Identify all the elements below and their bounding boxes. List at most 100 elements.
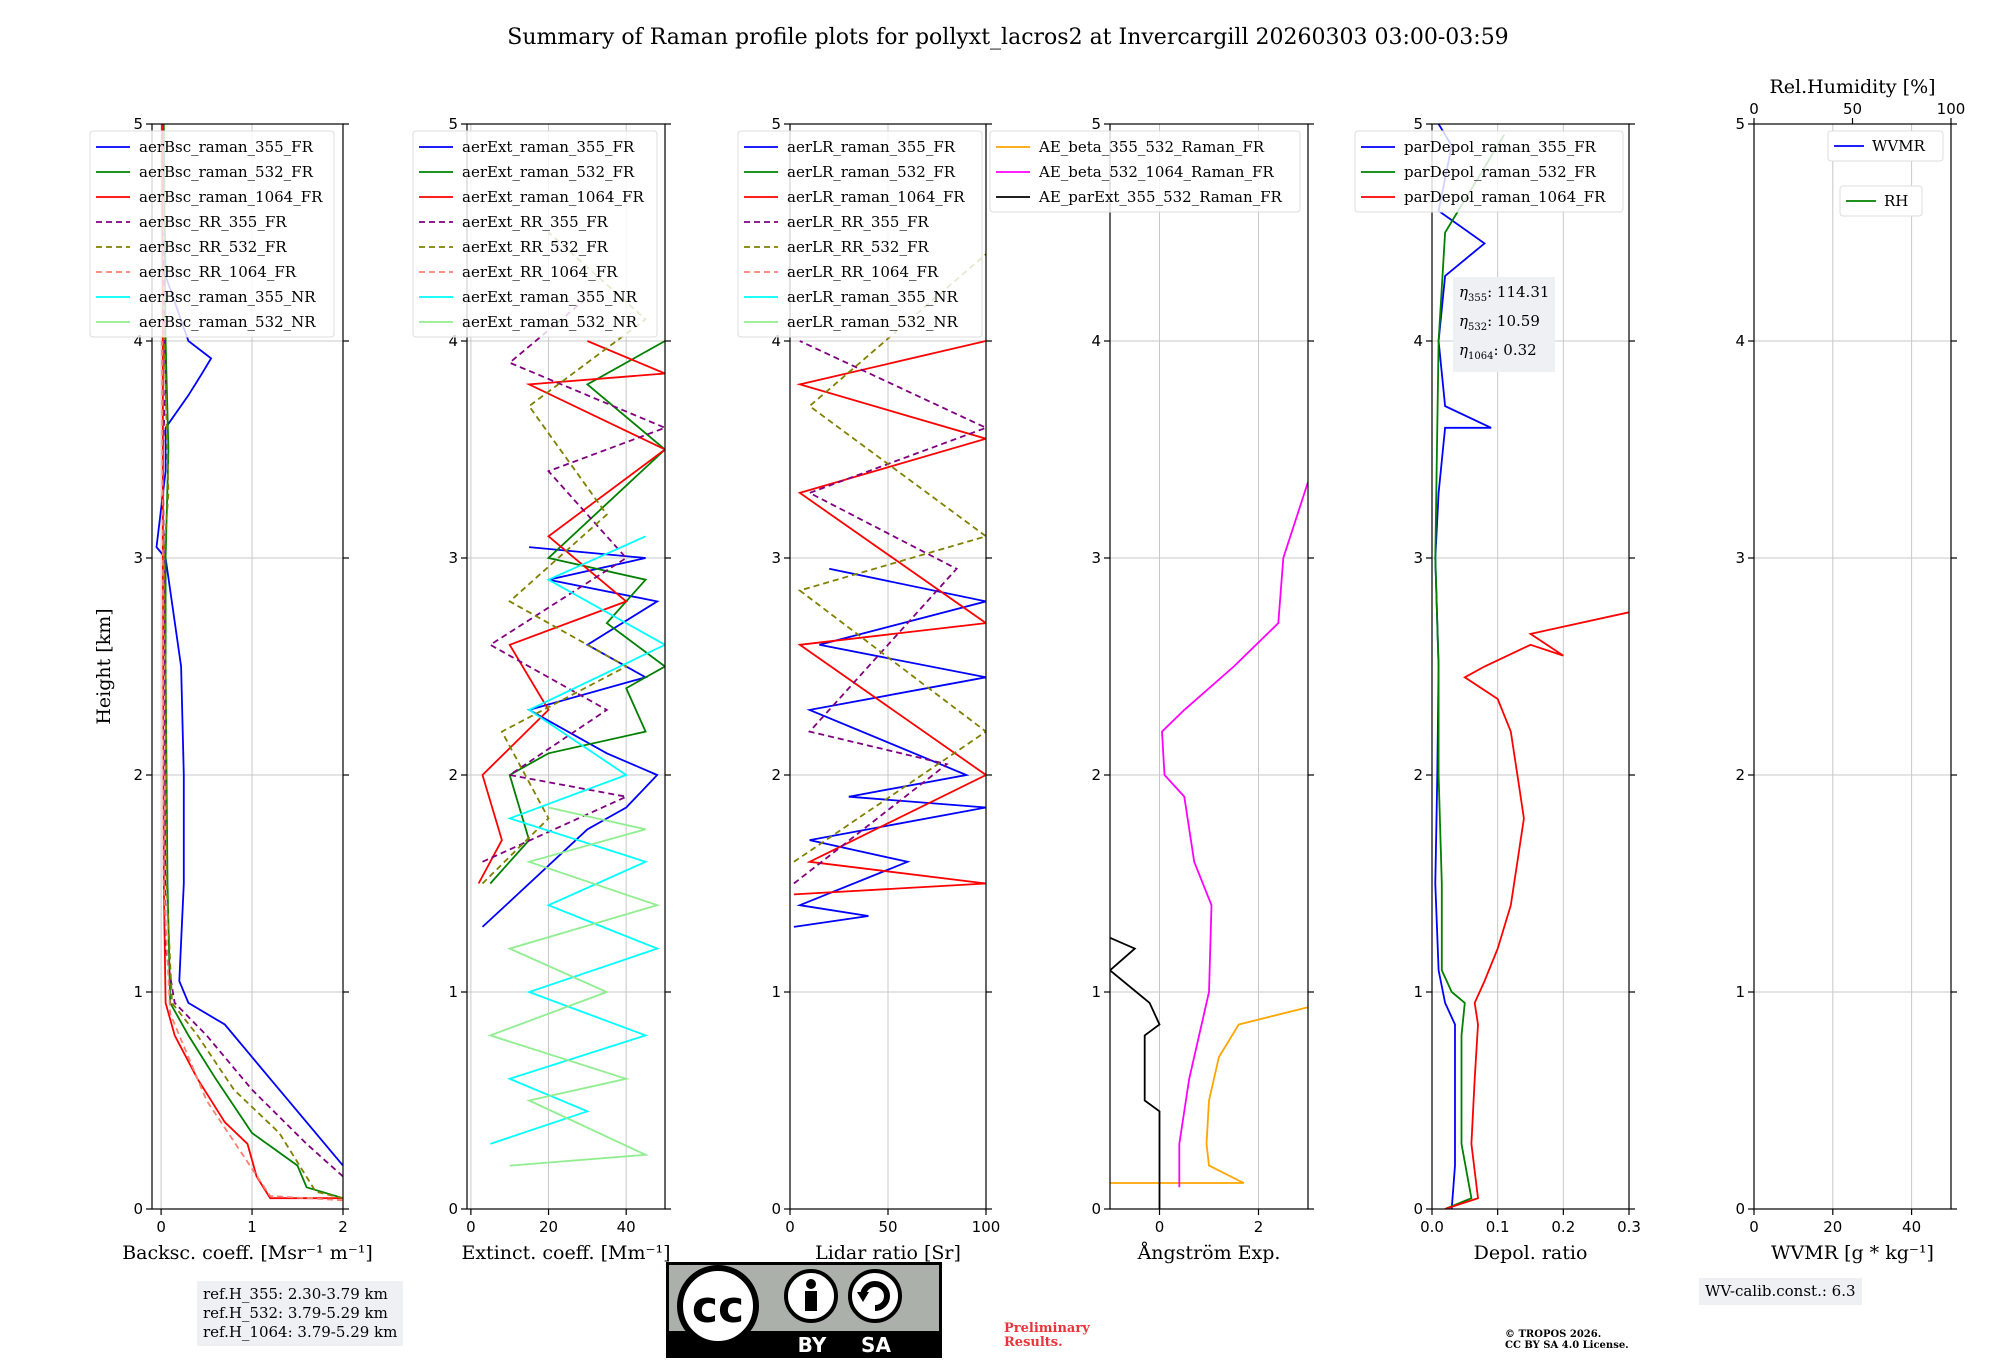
legend-label: parDepol_raman_1064_FR <box>1404 188 1606 206</box>
legend-label: aerBsc_raman_532_FR <box>139 163 314 181</box>
y-tick-label: 5 <box>1413 115 1423 133</box>
legend-label: AE_parExt_355_532_Raman_FR <box>1038 188 1283 206</box>
y-tick-label: 1 <box>771 983 781 1001</box>
y-tick-label: 2 <box>1413 766 1423 784</box>
series-line-aerLR_raman_355_FR <box>793 567 986 928</box>
legend-label: aerBsc_raman_532_NR <box>139 313 316 331</box>
legend-label: AE_beta_532_1064_Raman_FR <box>1038 163 1274 181</box>
top-x-tick-label: 50 <box>1843 100 1862 118</box>
y-tick-label: 1 <box>1735 983 1745 1001</box>
y-tick-label: 0 <box>1413 1200 1423 1218</box>
legend-label: aerLR_raman_532_NR <box>787 313 958 331</box>
legend-label: aerLR_RR_532_FR <box>787 238 929 256</box>
y-tick-label: 3 <box>133 549 143 567</box>
legend-box <box>737 130 983 338</box>
attribution-head <box>806 1279 816 1289</box>
x-tick-label: 2 <box>338 1218 348 1236</box>
x-tick-label: 40 <box>617 1218 636 1236</box>
y-tick-label: 4 <box>1091 332 1101 350</box>
plot-frame <box>1109 123 1309 1210</box>
x-axis-label: Ångström Exp. <box>1137 1242 1281 1264</box>
legend-label: aerExt_RR_1064_FR <box>462 263 618 281</box>
share-alike-arrow <box>860 1281 890 1311</box>
x-tick-label: 0.2 <box>1551 1218 1575 1236</box>
series-line-AE_parExt_355_532_Raman_FR <box>1110 936 1161 1209</box>
legend-label: aerBsc_raman_355_FR <box>139 138 314 156</box>
panel-bsc: 0 1 2 3 4 5 0 1 2 Backsc. coeff. [Msr⁻¹ m⁻¹] Heigh… <box>89 115 373 1264</box>
legend-label: aerExt_raman_532_NR <box>462 313 638 331</box>
cc-logo-text: cc <box>692 1282 744 1333</box>
legend-label: aerExt_RR_532_FR <box>462 238 609 256</box>
x-axis-label: Backsc. coeff. [Msr⁻¹ m⁻¹] <box>122 1242 373 1264</box>
legend-label: aerExt_RR_355_FR <box>462 213 609 231</box>
legend-wv: WVMR RH <box>1827 130 1944 217</box>
legend-box <box>1827 130 1944 162</box>
series-line-AE_beta_532_1064_Raman_FR <box>1161 481 1308 1188</box>
legend-label: aerBsc_RR_355_FR <box>139 213 287 231</box>
y-tick-label: 2 <box>133 766 143 784</box>
copyright-line-1: © TROPOS 2026. <box>1505 1329 1602 1340</box>
x-tick-label: 0.1 <box>1486 1218 1510 1236</box>
series-line-aerExt_raman_532_NR <box>487 806 661 1167</box>
series-line-aerLR_RR_355_FR <box>793 340 986 885</box>
plot-frame <box>1431 123 1630 1210</box>
series-group <box>793 253 986 928</box>
copyright-note: © TROPOS 2026. CC BY SA 4.0 License. <box>1505 1329 1629 1351</box>
legend-box <box>412 130 658 338</box>
y-tick-label: 5 <box>771 115 781 133</box>
preliminary-line-1: Preliminary <box>1004 1321 1090 1336</box>
series-group <box>1110 481 1308 1209</box>
legend-box <box>89 130 335 338</box>
y-tick-label: 5 <box>1735 115 1745 133</box>
ref-height-355: ref.H_355: 2.30-3.79 km <box>203 1285 388 1303</box>
y-tick-label: 4 <box>1735 332 1745 350</box>
y-tick-label: 5 <box>133 115 143 133</box>
y-tick-label: 3 <box>1413 549 1423 567</box>
y-tick-label: 3 <box>1091 549 1101 567</box>
legend-label: aerBsc_raman_355_NR <box>139 288 316 306</box>
x-tick-label: 0 <box>156 1218 166 1236</box>
legend-box <box>989 130 1301 213</box>
series-group <box>155 124 343 1202</box>
x-axis-label: Extinct. coeff. [Mm⁻¹] <box>461 1242 670 1264</box>
legend-label: aerExt_raman_355_NR <box>462 288 638 306</box>
y-tick-label: 0 <box>1091 1200 1101 1218</box>
preliminary-results-note: Preliminary Results. <box>1004 1322 1090 1350</box>
share-alike-icon <box>848 1269 902 1323</box>
legend-label: aerBsc_raman_1064_FR <box>139 188 323 206</box>
x-axis-label: Lidar ratio [Sr] <box>815 1242 961 1264</box>
legend-label: AE_beta_355_532_Raman_FR <box>1038 138 1265 156</box>
x-tick-label: 100 <box>972 1218 1001 1236</box>
series-line-aerLR_RR_532_FR <box>793 253 986 863</box>
y-tick-label: 4 <box>133 332 143 350</box>
eta-box: η355: 114.31 η532: 10.59 η1064: 0.32 <box>1453 277 1556 372</box>
legend-label: aerExt_raman_532_FR <box>462 163 635 181</box>
wv-calib-box: WV-calib.const.: 6.3 <box>1699 1278 1862 1305</box>
preliminary-line-2: Results. <box>1004 1335 1063 1350</box>
legend-label: parDepol_raman_355_FR <box>1404 138 1597 156</box>
x-tick-label: 20 <box>539 1218 558 1236</box>
legend-bsc: aerBsc_raman_355_FR aerBsc_raman_532_FRae… <box>89 130 335 338</box>
x-tick-label: 0.0 <box>1420 1218 1444 1236</box>
y-tick-label: 4 <box>448 332 458 350</box>
panel-depol: 0 1 2 3 4 5 0.0 0.1 0.2 0.3 Depol. ratio parDepol_r… <box>1354 115 1641 1264</box>
series-group <box>1434 124 1629 1209</box>
legend-label: RH <box>1884 192 1908 210</box>
wv-calib-text: WV-calib.const.: 6.3 <box>1705 1282 1856 1300</box>
share-alike-arrowhead <box>857 1292 869 1302</box>
legend-label: aerExt_raman_1064_FR <box>462 188 644 206</box>
x-tick-label: 0 <box>466 1218 476 1236</box>
y-tick-label: 1 <box>1091 983 1101 1001</box>
y-tick-label: 4 <box>1413 332 1423 350</box>
legend-lr: aerLR_raman_355_FR aerLR_raman_532_FR aerL… <box>737 130 983 338</box>
top-x-tick-label: 0 <box>1749 100 1759 118</box>
legend-ae: AE_beta_355_532_Raman_FR AE_beta_532_1064… <box>989 130 1301 213</box>
x-tick-label: 0 <box>1155 1218 1165 1236</box>
y-tick-label: 2 <box>448 766 458 784</box>
y-tick-label: 2 <box>1735 766 1745 784</box>
plot-frame <box>466 123 666 1210</box>
series-line-aerExt_raman_1064_FR <box>477 340 665 884</box>
cc-sa-label: SA <box>861 1333 891 1357</box>
